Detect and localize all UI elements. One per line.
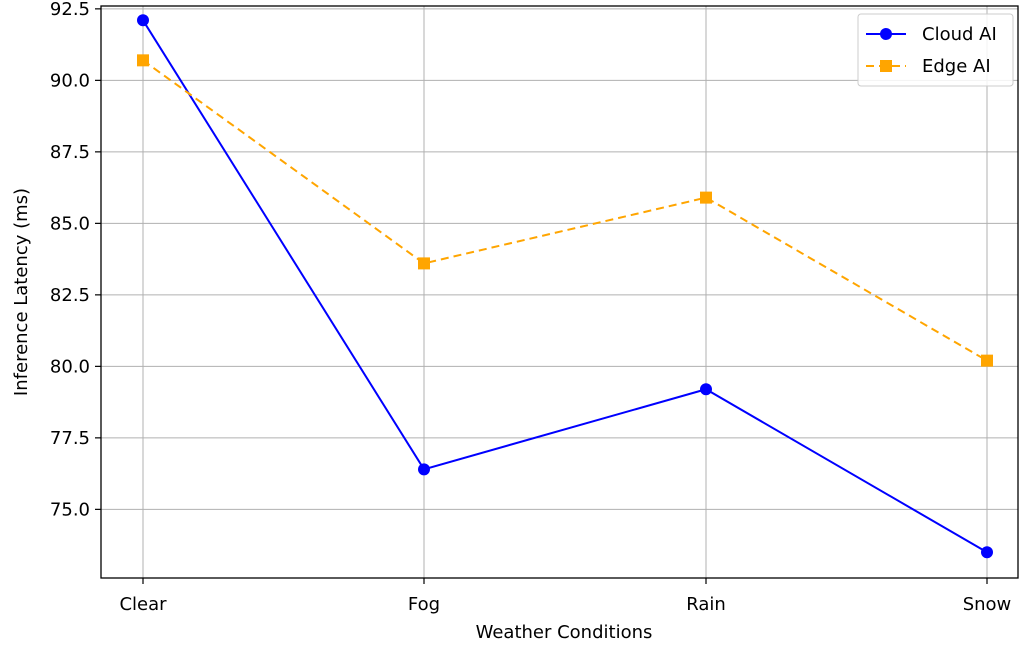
x-axis-title: Weather Conditions [476, 622, 653, 643]
x-tick-label: Snow [963, 594, 1012, 615]
y-tick-label: 77.5 [50, 428, 90, 449]
series-layer [137, 14, 993, 559]
data-point-cloud-ai [418, 463, 430, 476]
x-tick-label: Fog [408, 594, 440, 615]
legend-box [857, 13, 1014, 87]
y-tick-label: 80.0 [50, 356, 90, 377]
data-point-edge-ai [137, 54, 149, 67]
grid [101, 6, 1018, 578]
y-tick-label: 82.5 [50, 285, 90, 306]
series-line-edge-ai [142, 59, 988, 362]
legend-label-cloud-ai: Cloud AI [922, 24, 997, 45]
data-point-edge-ai [700, 191, 712, 204]
x-tick-label: Clear [119, 594, 167, 615]
data-point-cloud-ai [137, 14, 149, 27]
legend: Cloud AI Edge AI [857, 13, 1014, 87]
y-tick-label: 92.5 [50, 0, 90, 20]
data-point-cloud-ai [700, 383, 712, 396]
y-tick-label: 85.0 [50, 213, 90, 234]
legend-label-edge-ai: Edge AI [922, 56, 991, 77]
y-tick-label: 87.5 [50, 142, 90, 163]
legend-marker-edge-ai [880, 60, 892, 72]
data-point-edge-ai [418, 257, 430, 270]
x-axis: Clear Fog Rain Snow [119, 578, 1011, 615]
data-point-cloud-ai [981, 546, 993, 559]
y-axis: 75.0 77.5 80.0 82.5 85.0 87.5 90.0 92.5 [50, 0, 101, 520]
y-axis-title: Inference Latency (ms) [11, 188, 32, 396]
series-line-cloud-ai [142, 19, 988, 554]
y-tick-label: 75.0 [50, 499, 90, 520]
y-tick-label: 90.0 [50, 70, 90, 91]
data-point-edge-ai [981, 354, 993, 367]
plot-frame [100, 5, 1019, 579]
x-tick-label: Rain [686, 594, 726, 615]
legend-marker-cloud-ai [880, 28, 892, 40]
